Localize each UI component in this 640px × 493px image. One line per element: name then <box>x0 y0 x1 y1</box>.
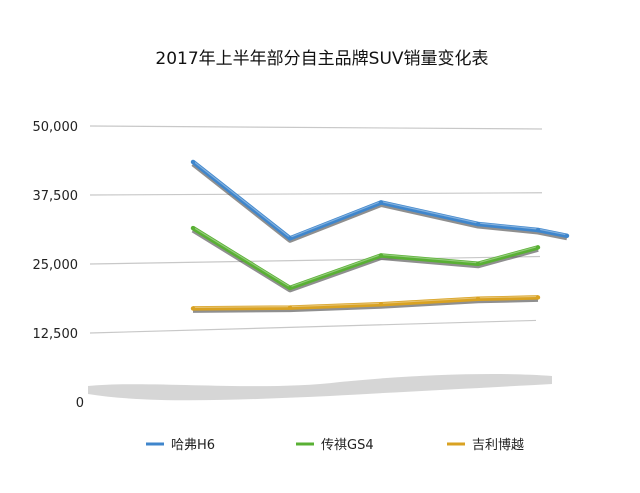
gridline-37500 <box>89 192 543 196</box>
series-1-point-5 <box>535 227 541 233</box>
floor-shadow <box>88 374 552 401</box>
y-axis-tick-labels: 0 12,500 25,000 37,500 50,000 <box>33 120 85 411</box>
legend-label-haval-h6: 哈弗H6 <box>171 438 215 453</box>
series-2-point-2 <box>287 285 293 291</box>
legend-label-trumpchi-gs4: 传祺GS4 <box>321 438 374 453</box>
series-lines <box>190 159 570 313</box>
chart-title: 2017年上半年部分自主品牌SUV销量变化表 <box>155 49 488 69</box>
series-3-point-5 <box>535 295 541 300</box>
y-tick-label-37500: 37,500 <box>33 189 79 204</box>
series-3 <box>190 295 541 313</box>
gridlines <box>89 125 543 334</box>
y-tick-label-50000: 50,000 <box>33 120 79 135</box>
series-1 <box>190 159 570 243</box>
series-2-point-5 <box>535 245 541 250</box>
plot-area: 0 12,500 25,000 37,500 50,000 <box>33 120 570 411</box>
legend-item-trumpchi-gs4: 传祺GS4 <box>296 438 374 453</box>
y-tick-label-12500: 12,500 <box>33 327 79 342</box>
series-1-point-2 <box>287 236 293 241</box>
series-2-point-1 <box>190 225 196 231</box>
legend: 哈弗H6 传祺GS4 吉利博越 <box>146 438 524 453</box>
series-line-1 <box>191 160 568 241</box>
series-1-point-1 <box>190 159 196 165</box>
y-tick-label-25000: 25,000 <box>33 258 79 273</box>
series-line-highlight-1 <box>192 160 568 238</box>
gridline-12500 <box>89 319 537 334</box>
series-1-point-6 <box>564 233 570 238</box>
floor-shadow-shape <box>88 374 552 401</box>
legend-item-haval-h6: 哈弗H6 <box>146 438 215 453</box>
gridline-25000 <box>89 255 541 265</box>
series-2-point-3 <box>378 253 384 258</box>
legend-label-geely-boyue: 吉利博越 <box>472 438 524 453</box>
series-1-point-4 <box>475 221 481 227</box>
series-2-point-4 <box>475 261 481 266</box>
series-2 <box>190 225 541 293</box>
y-tick-label-0: 0 <box>76 396 84 411</box>
series-3-point-4 <box>475 296 481 302</box>
legend-item-geely-boyue: 吉利博越 <box>447 438 524 453</box>
gridline-50000 <box>89 125 543 130</box>
series-1-point-3 <box>378 200 384 205</box>
series-3-point-3 <box>378 302 384 307</box>
series-3-point-1 <box>190 306 196 311</box>
series-3-point-2 <box>287 305 293 310</box>
